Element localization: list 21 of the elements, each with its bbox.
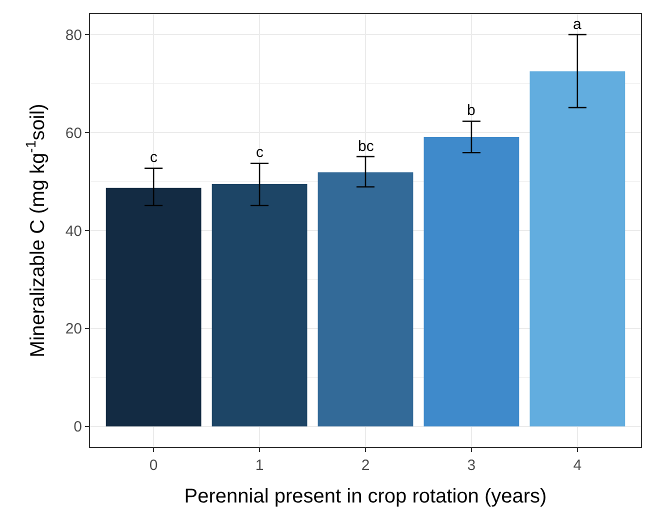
y-tick-label: 40 bbox=[65, 222, 82, 240]
x-tick-label: 0 bbox=[149, 457, 158, 474]
bar bbox=[212, 184, 308, 426]
bar bbox=[318, 172, 414, 426]
annotation: b bbox=[467, 102, 476, 119]
x-tick-label: 4 bbox=[573, 457, 582, 474]
annotation: c bbox=[256, 144, 264, 161]
annotation: c bbox=[150, 149, 158, 166]
y-tick-label: 80 bbox=[65, 26, 82, 44]
bar bbox=[530, 71, 626, 426]
y-tick-label: 0 bbox=[74, 418, 82, 436]
x-tick-label: 2 bbox=[361, 457, 370, 474]
bar bbox=[424, 136, 520, 426]
bar bbox=[106, 188, 202, 426]
y-tick-label: 60 bbox=[65, 124, 82, 142]
annotation: bc bbox=[358, 138, 374, 155]
y-tick-label: 20 bbox=[65, 320, 82, 338]
x-tick-label: 3 bbox=[467, 457, 476, 474]
x-axis-title: Perennial present in crop rotation (years) bbox=[184, 486, 547, 508]
x-tick-label: 1 bbox=[255, 457, 264, 474]
annotation: a bbox=[573, 16, 582, 33]
